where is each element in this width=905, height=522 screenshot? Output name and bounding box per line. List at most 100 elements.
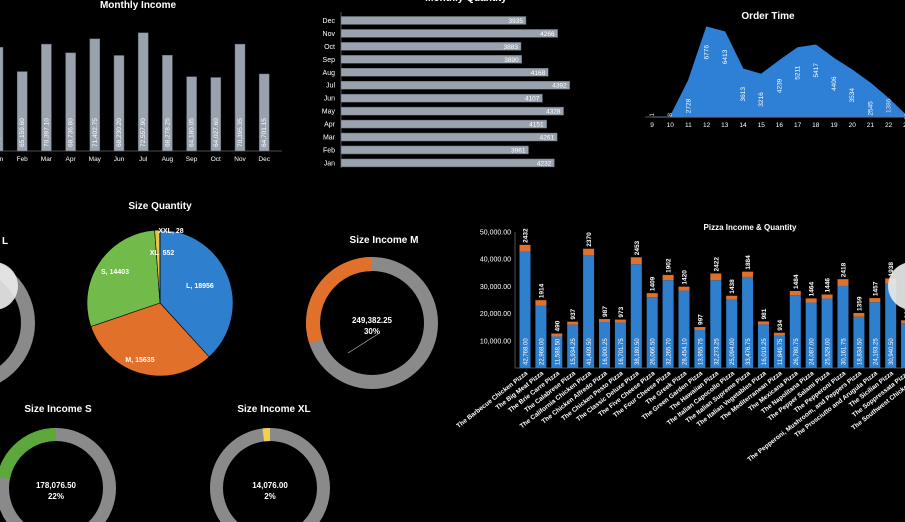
order-time-data-label: 4406 bbox=[831, 76, 838, 91]
monthly-quantity-data-label: 4261 bbox=[540, 135, 555, 142]
pizza-income-quantity-title: Pizza Income & Quantity bbox=[704, 223, 797, 232]
monthly-income-bar bbox=[16, 71, 28, 152]
size-quantity-slice-label: M, 15635 bbox=[125, 357, 154, 364]
pizza-quantity-data-label: 1420 bbox=[682, 270, 689, 285]
order-time-tick-label: 18 bbox=[812, 122, 820, 129]
order-time-title: Order Time bbox=[741, 11, 795, 22]
pizza-quantity-bar bbox=[535, 300, 547, 306]
order-time-tick-label: 12 bbox=[703, 122, 711, 129]
pizza-income-bar bbox=[726, 299, 738, 368]
pizza-income-data-label: 32,265.70 bbox=[667, 338, 673, 365]
monthly-quantity-tick-label: May bbox=[322, 109, 336, 116]
size-income-xl-title: Size Income XL bbox=[237, 404, 310, 415]
monthly-income-bar bbox=[0, 47, 4, 152]
pizza-quantity-bar bbox=[678, 286, 690, 291]
monthly-income-bar bbox=[258, 73, 270, 152]
size-income-s-chart: 178,076.50 22% bbox=[0, 428, 116, 522]
monthly-quantity-tick-label: Oct bbox=[324, 44, 335, 51]
pizza-quantity-data-label: 2422 bbox=[713, 257, 720, 272]
pizza-income-quantity-chart: 10,000.00 20,000.00 30,000.00 40,000.00 50,0… bbox=[455, 228, 905, 463]
order-time-data-label: 5211 bbox=[795, 65, 802, 79]
pizza-quantity-data-label: 937 bbox=[570, 308, 577, 319]
monthly-income-bar bbox=[137, 32, 149, 152]
size-income-xl-chart: 14,076.00 2% bbox=[210, 428, 330, 522]
pizza-income-data-label: 16,900.25 bbox=[603, 338, 609, 365]
size-quantity-slice-label: XL, 552 bbox=[150, 250, 175, 257]
pizza-income-bar bbox=[614, 322, 626, 368]
monthly-quantity-tick-label: Apr bbox=[324, 122, 336, 129]
pizza-quantity-bar bbox=[646, 293, 658, 298]
order-time-tick-label: 14 bbox=[739, 122, 747, 129]
order-time-data-label: 5417 bbox=[813, 63, 820, 78]
monthly-quantity-bar bbox=[340, 55, 522, 64]
pizza-income-data-label: 15,934.25 bbox=[571, 338, 577, 365]
monthly-quantity-data-label: 4328 bbox=[546, 109, 561, 116]
pizza-income-data-label: 16,701.75 bbox=[619, 338, 625, 365]
pizza-income-bar bbox=[519, 251, 531, 368]
monthly-income-data-label: 68,278.25 bbox=[164, 118, 171, 147]
monthly-quantity-data-label: 4232 bbox=[537, 160, 552, 167]
pizza-quantity-bar bbox=[789, 291, 801, 296]
size-income-m-leader-line bbox=[347, 333, 379, 354]
monthly-quantity-data-label: 4107 bbox=[525, 96, 540, 103]
pizza-income-data-label: 28,454.10 bbox=[683, 338, 689, 365]
pizza-quantity-bar bbox=[583, 248, 595, 256]
monthly-quantity-data-label: 3961 bbox=[511, 147, 526, 154]
order-time-tick-label: 15 bbox=[758, 122, 766, 129]
size-quantity-slice bbox=[90, 302, 210, 377]
pizza-quantity-bar bbox=[821, 294, 833, 299]
pizza-quantity-bar bbox=[614, 319, 626, 323]
size-income-xl-track bbox=[210, 428, 330, 522]
monthly-income-data-label: 72,557.90 bbox=[140, 118, 147, 147]
pizza-income-bar bbox=[821, 298, 833, 368]
monthly-income-tick-label: Aug bbox=[162, 156, 174, 163]
monthly-quantity-bar bbox=[340, 29, 558, 38]
monthly-income-tick-label: Oct bbox=[211, 156, 221, 163]
monthly-income-tick-label: Jun bbox=[114, 156, 125, 163]
scroll-right-button[interactable] bbox=[888, 262, 905, 310]
pizza-income-data-label: 11,588.50 bbox=[555, 338, 561, 365]
monthly-income-tick-label: Apr bbox=[66, 156, 77, 163]
monthly-quantity-bar bbox=[340, 158, 555, 168]
pizza-quantity-data-label: 2432 bbox=[523, 228, 530, 243]
monthly-income-tick-label: Feb bbox=[17, 156, 29, 163]
monthly-income-tick-label: Jul bbox=[139, 156, 148, 163]
pizza-quantity-data-label: 2418 bbox=[841, 262, 848, 277]
monthly-income-data-label: 69,793.30 bbox=[0, 118, 2, 147]
monthly-quantity-bar bbox=[340, 68, 549, 77]
order-time-chart: 1981027281167761264131336131432161542391… bbox=[645, 26, 905, 129]
pizza-income-bar bbox=[535, 305, 547, 368]
pizza-income-data-label: 30,161.75 bbox=[842, 338, 848, 365]
monthly-income-bar bbox=[65, 52, 76, 152]
pizza-income-data-label: 11,849.75 bbox=[778, 338, 784, 365]
pizza-income-bar bbox=[789, 295, 801, 368]
pizza-quantity-bar bbox=[519, 244, 531, 252]
monthly-income-data-label: 64,701.15 bbox=[261, 118, 268, 147]
monthly-quantity-tick-label: Feb bbox=[323, 147, 335, 154]
order-time-area bbox=[651, 26, 905, 118]
order-time-tick-label: 19 bbox=[830, 122, 838, 129]
scroll-left-button[interactable] bbox=[0, 262, 18, 310]
size-quantity-chart: L, 18956 M, 15635 S, 14403 XL, 552 XXL, 28 bbox=[86, 228, 234, 377]
pizza-quantity-data-label: 1446 bbox=[825, 278, 832, 293]
pizza-income-data-label: 26,066.50 bbox=[651, 338, 657, 365]
pizza-quantity-data-label: 981 bbox=[761, 308, 768, 319]
monthly-quantity-title: Monthly Quantity bbox=[425, 0, 507, 4]
monthly-quantity-tick-label: Jul bbox=[326, 83, 335, 90]
order-time-tick-label: 20 bbox=[849, 122, 857, 129]
monthly-quantity-tick-label: Sep bbox=[323, 57, 336, 64]
order-time-data-label: 3613 bbox=[740, 87, 747, 102]
monthly-income-data-label: 68,230.20 bbox=[116, 118, 123, 147]
size-income-s-percent-label: 22% bbox=[48, 492, 64, 501]
monthly-quantity-bar bbox=[340, 106, 564, 116]
pizza-quantity-bar bbox=[551, 333, 563, 337]
monthly-income-tick-label: May bbox=[89, 156, 102, 163]
order-time-data-label: 1386 bbox=[886, 98, 893, 113]
pizza-quantity-bar bbox=[805, 298, 817, 303]
order-time-data-label: 6413 bbox=[722, 49, 729, 64]
pizza-quantity-bar bbox=[901, 320, 905, 324]
pizza-quantity-data-label: 1409 bbox=[650, 276, 657, 291]
pizza-income-data-label: 42,768.00 bbox=[524, 338, 530, 365]
monthly-quantity-bar bbox=[340, 119, 547, 129]
order-time-tick-label: 9 bbox=[650, 122, 654, 129]
